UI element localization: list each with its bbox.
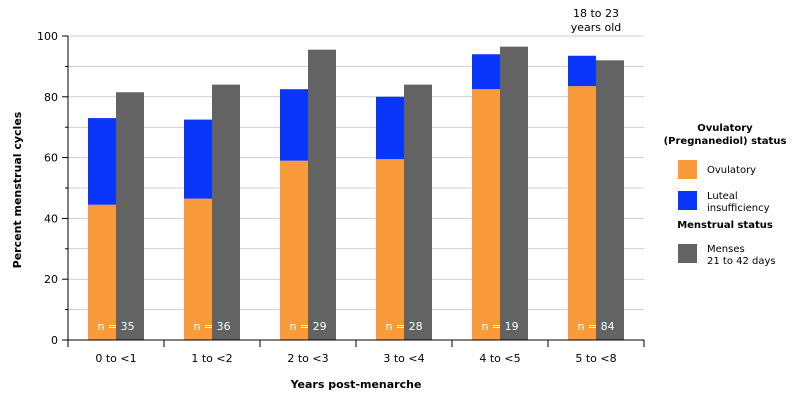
legend-group-title: Ovulatory (697, 123, 753, 134)
y-tick-label: 20 (44, 273, 58, 286)
y-tick-label: 0 (51, 334, 58, 347)
x-tick-label: 2 to <3 (287, 352, 328, 365)
bar-menses (596, 60, 624, 340)
bar-luteal-insufficiency (280, 89, 308, 161)
n-label: n = 84 (577, 320, 614, 333)
n-label: n = 35 (97, 320, 134, 333)
bar-luteal-insufficiency (472, 54, 500, 90)
y-tick-label: 40 (44, 212, 58, 225)
n-label: n = 19 (481, 320, 518, 333)
bar-luteal-insufficiency (376, 96, 404, 160)
legend-label: Menses (707, 244, 745, 255)
n-label: n = 36 (193, 320, 230, 333)
legend-group-title: (Pregnanediol) status (664, 136, 787, 147)
legend-swatch (678, 191, 697, 210)
bar-menses (308, 49, 336, 341)
bar-ovulatory (184, 198, 212, 340)
bar-menses (212, 84, 240, 340)
legend-label: Ovulatory (707, 165, 756, 176)
legend-label: Luteal (707, 191, 738, 202)
x-tick-label: 0 to <1 (95, 352, 136, 365)
grid-lines (68, 35, 644, 311)
legend-swatch (678, 160, 697, 179)
y-tick-label: 60 (44, 152, 58, 165)
x-tick-label: 5 to <8 (575, 352, 616, 365)
legend: Ovulatory (Pregnanediol) status Ovulatory L… (664, 123, 787, 267)
annotation-text: 18 to 23 (573, 7, 619, 20)
bar-menses (404, 84, 432, 340)
n-label: n = 29 (289, 320, 326, 333)
bar-luteal-insufficiency (568, 55, 596, 87)
bar-ovulatory (280, 160, 308, 340)
annotation-text: years old (571, 21, 622, 34)
x-tick-label: 3 to <4 (383, 352, 424, 365)
x-tick-label: 1 to <2 (191, 352, 232, 365)
legend-swatch (678, 244, 697, 263)
bar-luteal-insufficiency (184, 119, 212, 199)
axes (62, 35, 645, 347)
labels: 0 20 40 60 80 100 n = 35 0 to <1 n = 36 1 to <2 n … (37, 7, 621, 365)
x-tick-label: 4 to <5 (479, 352, 520, 365)
bar-ovulatory (568, 86, 596, 340)
y-axis-title: Percent menstrual cycles (11, 111, 24, 268)
bar-luteal-insufficiency (88, 118, 116, 205)
legend-group-title: Menstrual status (677, 220, 773, 231)
legend-label: 21 to 42 days (707, 256, 776, 267)
bar-ovulatory (376, 159, 404, 340)
x-axis-title: Years post-menarche (290, 378, 422, 391)
bar-ovulatory (472, 89, 500, 340)
legend-label: insufficiency (707, 203, 770, 214)
n-label: n = 28 (385, 320, 422, 333)
bar-menses (500, 46, 528, 340)
y-tick-label: 80 (44, 91, 58, 104)
y-tick-label: 100 (37, 30, 58, 43)
bar-ovulatory (88, 204, 116, 340)
bars (88, 46, 624, 341)
bar-menses (116, 92, 144, 341)
